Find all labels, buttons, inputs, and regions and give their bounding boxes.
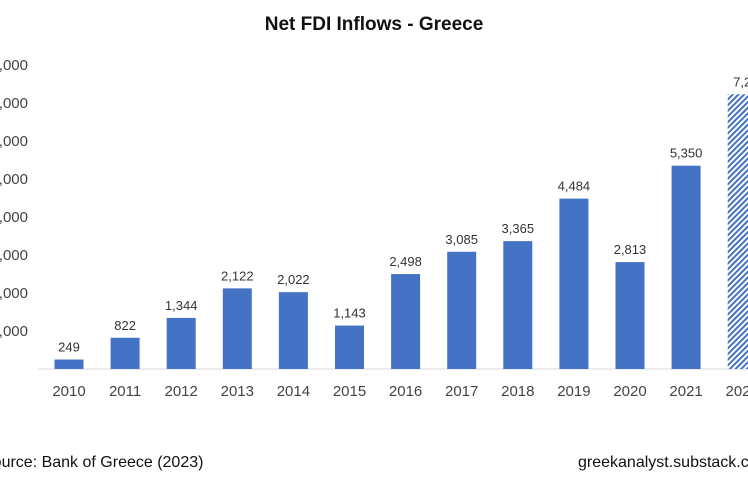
x-tick-label-2010: 2010 xyxy=(52,383,85,400)
data-label-2011: 822 xyxy=(114,318,136,333)
y-tick-label: 5,000 xyxy=(0,171,28,188)
bar-2018 xyxy=(503,241,533,369)
x-tick-label-2016: 2016 xyxy=(389,383,422,400)
data-label-2012: 1,344 xyxy=(165,298,198,313)
bar-2017 xyxy=(447,251,477,369)
data-label-2020: 2,813 xyxy=(614,242,647,257)
bar-2012 xyxy=(166,317,196,369)
data-label-2017: 3,085 xyxy=(445,232,478,247)
bar-2015 xyxy=(335,325,364,369)
data-label-2014: 2,022 xyxy=(277,272,310,287)
x-tick-label-2011: 2011 xyxy=(109,383,141,400)
x-tick-label-2018: 2018 xyxy=(501,383,534,400)
x-tick-label-2015: 2015 xyxy=(333,383,366,400)
bar-2011 xyxy=(110,337,140,369)
bar-2019 xyxy=(559,198,589,369)
x-tick-label-2017: 2017 xyxy=(445,383,478,400)
x-tick-label-2014: 2014 xyxy=(277,383,310,400)
x-tick-label-2020: 2020 xyxy=(613,383,646,400)
data-label-2016: 2,498 xyxy=(389,254,422,269)
source-note: Source: Bank of Greece (2023) xyxy=(0,454,204,471)
data-label-2019: 4,484 xyxy=(558,179,591,194)
bar-2013 xyxy=(222,288,252,369)
x-tick-label-2022: 2022 xyxy=(726,383,748,400)
y-tick-label: 1,000 xyxy=(0,323,28,340)
y-tick-label: 2,000 xyxy=(0,285,28,302)
x-tick-label-2013: 2013 xyxy=(221,383,254,400)
data-label-2022: 7,2 xyxy=(733,74,748,89)
data-label-2018: 3,365 xyxy=(502,221,535,236)
data-label-2013: 2,122 xyxy=(221,268,254,283)
y-tick-label: 6,000 xyxy=(0,133,28,150)
x-tick-label-2021: 2021 xyxy=(669,383,702,400)
x-tick-label-2019: 2019 xyxy=(557,383,590,400)
data-label-2010: 249 xyxy=(58,340,80,355)
chart-title: Net FDI Inflows - Greece xyxy=(264,14,484,35)
y-tick-label: 3,000 xyxy=(0,247,28,264)
data-label-2015: 1,143 xyxy=(333,306,366,321)
credit-note: greekanalyst.substack.com xyxy=(578,454,748,471)
x-tick-label-2012: 2012 xyxy=(165,383,198,400)
y-tick-label: 8,000 xyxy=(0,57,28,74)
y-tick-label: 4,000 xyxy=(0,209,28,226)
y-tick-label: 7,000 xyxy=(0,95,28,112)
bar-2020 xyxy=(615,262,645,369)
bar-2010 xyxy=(54,359,84,369)
data-label-2021: 5,350 xyxy=(670,146,703,161)
bar-2014 xyxy=(278,292,308,369)
bar-2022 xyxy=(727,94,748,369)
bar-2021 xyxy=(671,165,701,369)
bar-2016 xyxy=(391,274,421,369)
